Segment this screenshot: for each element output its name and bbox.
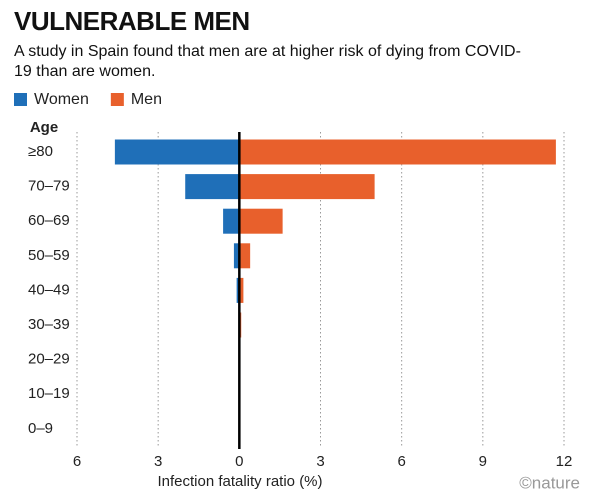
legend-swatch [110, 93, 124, 106]
x-tick-label: 6 [397, 453, 405, 470]
legend-label: Men [131, 91, 162, 108]
bar [239, 243, 251, 269]
y-tick-label: 70–79 [28, 178, 70, 195]
bar [239, 277, 244, 303]
credit: ©nature [519, 473, 580, 492]
x-tick-label: 6 [73, 453, 81, 470]
y-tick-label: 50–59 [28, 247, 70, 264]
y-tick-label: ≥80 [28, 143, 53, 160]
y-tick-label: 20–29 [28, 351, 70, 368]
x-tick-label: 9 [479, 453, 487, 470]
chart-subtitle: A study in Spain found that men are at h… [14, 43, 521, 80]
y-tick-label: 40–49 [28, 281, 70, 298]
y-axis-title: Age [30, 119, 58, 136]
x-tick-label: 0 [235, 453, 243, 470]
bar [114, 139, 240, 165]
x-tick-label: 12 [556, 453, 573, 470]
bar [236, 277, 240, 303]
y-tick-label: 10–19 [28, 385, 70, 402]
legend-label: Women [34, 91, 89, 108]
bar [239, 174, 375, 200]
bar [223, 208, 240, 234]
x-tick-label: 3 [154, 453, 162, 470]
y-tick-label: 60–69 [28, 212, 70, 229]
y-tick-label: 0–9 [28, 420, 53, 437]
bar [239, 139, 556, 165]
bar [233, 243, 240, 269]
bar [185, 174, 240, 200]
y-tick-label: 30–39 [28, 316, 70, 333]
x-axis-title: Infection fatality ratio (%) [157, 473, 322, 490]
x-tick-label: 3 [316, 453, 324, 470]
chart-title: VULNERABLE MEN [14, 6, 250, 36]
legend-swatch [14, 93, 27, 106]
bar [239, 208, 283, 234]
